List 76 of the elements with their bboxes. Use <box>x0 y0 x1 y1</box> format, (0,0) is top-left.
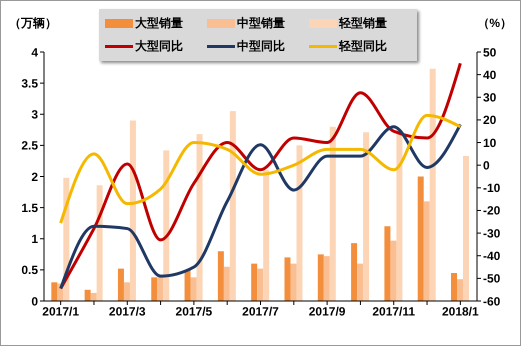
bar <box>151 277 158 301</box>
bar <box>224 266 230 301</box>
y2-tick-label: 0 <box>483 158 490 172</box>
x-tick-label: 2017/7 <box>242 304 280 319</box>
y-tick-label: 3.5 <box>21 76 38 90</box>
y-tick-label: 2.5 <box>21 138 38 153</box>
x-tick-label: 2017/5 <box>176 304 213 319</box>
bar <box>124 282 130 301</box>
y-tick-label: 1.5 <box>21 200 38 215</box>
bar <box>190 277 197 301</box>
bar <box>230 111 236 301</box>
x-tick-label: 2017/11 <box>372 304 416 319</box>
bar <box>263 170 270 301</box>
y-tick-label: 2 <box>31 170 38 184</box>
y2-tick-label: 10 <box>483 136 497 150</box>
y-axis-title: （万辆） <box>9 15 57 32</box>
y-tick-label: 0.5 <box>21 263 38 278</box>
bar <box>218 251 224 301</box>
y2-tick-label: 20 <box>483 113 497 128</box>
bar <box>257 268 264 301</box>
line-series <box>59 62 462 290</box>
y2-tick-label: 40 <box>483 68 497 82</box>
bar <box>118 268 124 301</box>
bar <box>163 150 170 301</box>
bar <box>390 240 396 301</box>
bar <box>84 290 91 301</box>
y2-axis-title: （%） <box>477 15 512 32</box>
bar <box>384 226 390 301</box>
y-tick-label: 1 <box>31 232 38 246</box>
y2-tick-label: 50 <box>483 45 497 60</box>
bar <box>363 132 370 301</box>
bar <box>196 134 203 301</box>
y-tick-label: 0 <box>31 294 38 308</box>
bar <box>96 185 103 301</box>
bar <box>296 145 302 301</box>
bar <box>184 270 191 301</box>
y2-tick-label: -30 <box>483 226 501 240</box>
bar <box>418 176 424 301</box>
bar <box>130 120 136 301</box>
y2-tick-label: -50 <box>483 272 501 286</box>
bar <box>351 243 358 301</box>
x-tick-label: 2017/1 <box>42 304 80 319</box>
y2-tick-label: -40 <box>483 248 501 263</box>
bar <box>318 254 324 301</box>
bar <box>290 264 296 301</box>
bar <box>330 126 336 301</box>
line-series <box>59 122 462 290</box>
bar <box>430 68 436 301</box>
bar <box>463 156 470 301</box>
y2-tick-label: 30 <box>483 90 497 105</box>
bar <box>90 292 97 301</box>
bar <box>357 264 364 301</box>
bar <box>157 277 164 301</box>
bar <box>324 256 330 301</box>
legend-label: 中型同比 <box>237 39 285 53</box>
bar <box>284 257 290 301</box>
bar <box>424 201 430 301</box>
x-tick-label: 2017/3 <box>108 304 146 319</box>
line-series <box>59 114 462 225</box>
legend-label: 大型同比 <box>135 39 183 53</box>
y2-tick-label: -60 <box>483 294 501 308</box>
bar <box>396 130 402 301</box>
bar <box>251 264 258 301</box>
legend-label: 中型销量 <box>237 16 285 30</box>
y2-tick-label: -10 <box>483 181 501 196</box>
bar <box>51 282 58 301</box>
y-tick-label: 3 <box>31 108 38 122</box>
y2-tick-label: -20 <box>483 204 501 218</box>
legend-label: 轻型同比 <box>339 39 387 53</box>
bar <box>451 272 458 301</box>
x-tick-label: 2017/9 <box>308 304 346 319</box>
legend-label: 大型销量 <box>135 16 183 30</box>
legend-label: 轻型销量 <box>339 16 387 30</box>
bar <box>457 279 464 301</box>
x-tick-label: 2018/1 <box>442 304 480 319</box>
y-tick-label: 4 <box>31 45 38 60</box>
